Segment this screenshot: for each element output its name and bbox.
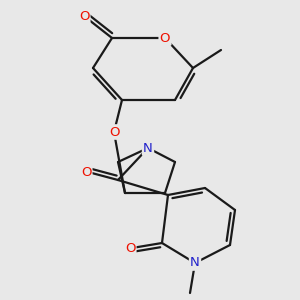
Text: O: O	[125, 242, 135, 254]
Text: O: O	[81, 166, 91, 178]
Text: N: N	[190, 256, 200, 269]
Text: O: O	[109, 125, 119, 139]
Text: O: O	[79, 10, 89, 22]
Text: N: N	[143, 142, 153, 154]
Text: O: O	[160, 32, 170, 44]
